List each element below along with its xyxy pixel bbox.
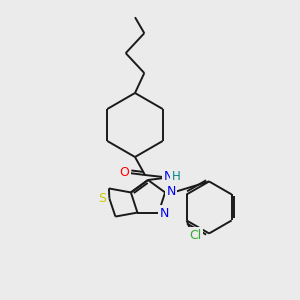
Text: O: O: [119, 166, 129, 178]
Text: Cl: Cl: [190, 229, 202, 242]
Text: S: S: [98, 192, 106, 205]
Text: N: N: [163, 170, 173, 184]
Text: N: N: [160, 207, 169, 220]
Text: N: N: [167, 185, 176, 198]
Text: H: H: [172, 170, 180, 184]
